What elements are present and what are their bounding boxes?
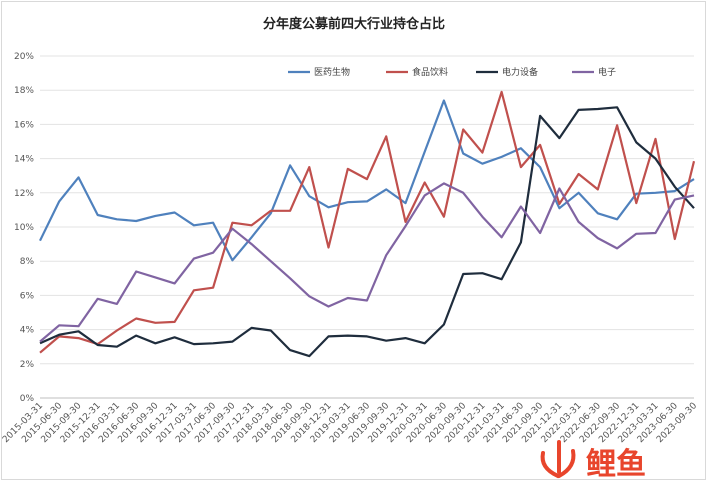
legend-label: 电力设备 bbox=[502, 66, 538, 78]
series-line-4 bbox=[39, 182, 695, 343]
y-tick-label: 8% bbox=[20, 257, 35, 267]
y-tick-label: 0% bbox=[20, 394, 35, 404]
y-tick-label: 12% bbox=[14, 189, 34, 199]
fire-logo-icon bbox=[540, 440, 576, 478]
y-tick-label: 14% bbox=[14, 155, 34, 165]
y-tick-label: 16% bbox=[14, 120, 34, 130]
series-lines bbox=[39, 90, 696, 358]
series-line-3 bbox=[39, 106, 695, 358]
legend-label: 电子 bbox=[598, 66, 616, 78]
y-tick-label: 10% bbox=[14, 223, 34, 233]
y-axis-ticks: 0% 2% 4% 6% 8% 10% 12% 14% 16% 18% 20% bbox=[14, 52, 34, 404]
legend-label: 食品饮料 bbox=[412, 66, 448, 78]
y-tick-label: 18% bbox=[14, 86, 34, 96]
grid-lines bbox=[40, 55, 694, 399]
y-tick-label: 6% bbox=[20, 291, 35, 301]
series-line-1 bbox=[39, 99, 695, 262]
y-tick-label: 4% bbox=[20, 326, 35, 336]
chart-title: 分年度公募前四大行业持仓占比 bbox=[263, 16, 445, 32]
series-line-2 bbox=[39, 90, 696, 354]
y-tick-label: 2% bbox=[20, 360, 35, 370]
legend-label: 医药生物 bbox=[314, 66, 350, 78]
brand-watermark: 鲤鱼 bbox=[540, 440, 646, 480]
x-axis-ticks: 2015-03-312015-06-302015-09-302015-12-31… bbox=[2, 401, 699, 445]
brand-watermark-text: 鲤鱼 bbox=[586, 447, 646, 480]
legend: 医药生物 食品饮料 电力设备 电子 bbox=[288, 66, 616, 78]
y-tick-label: 20% bbox=[14, 52, 34, 62]
